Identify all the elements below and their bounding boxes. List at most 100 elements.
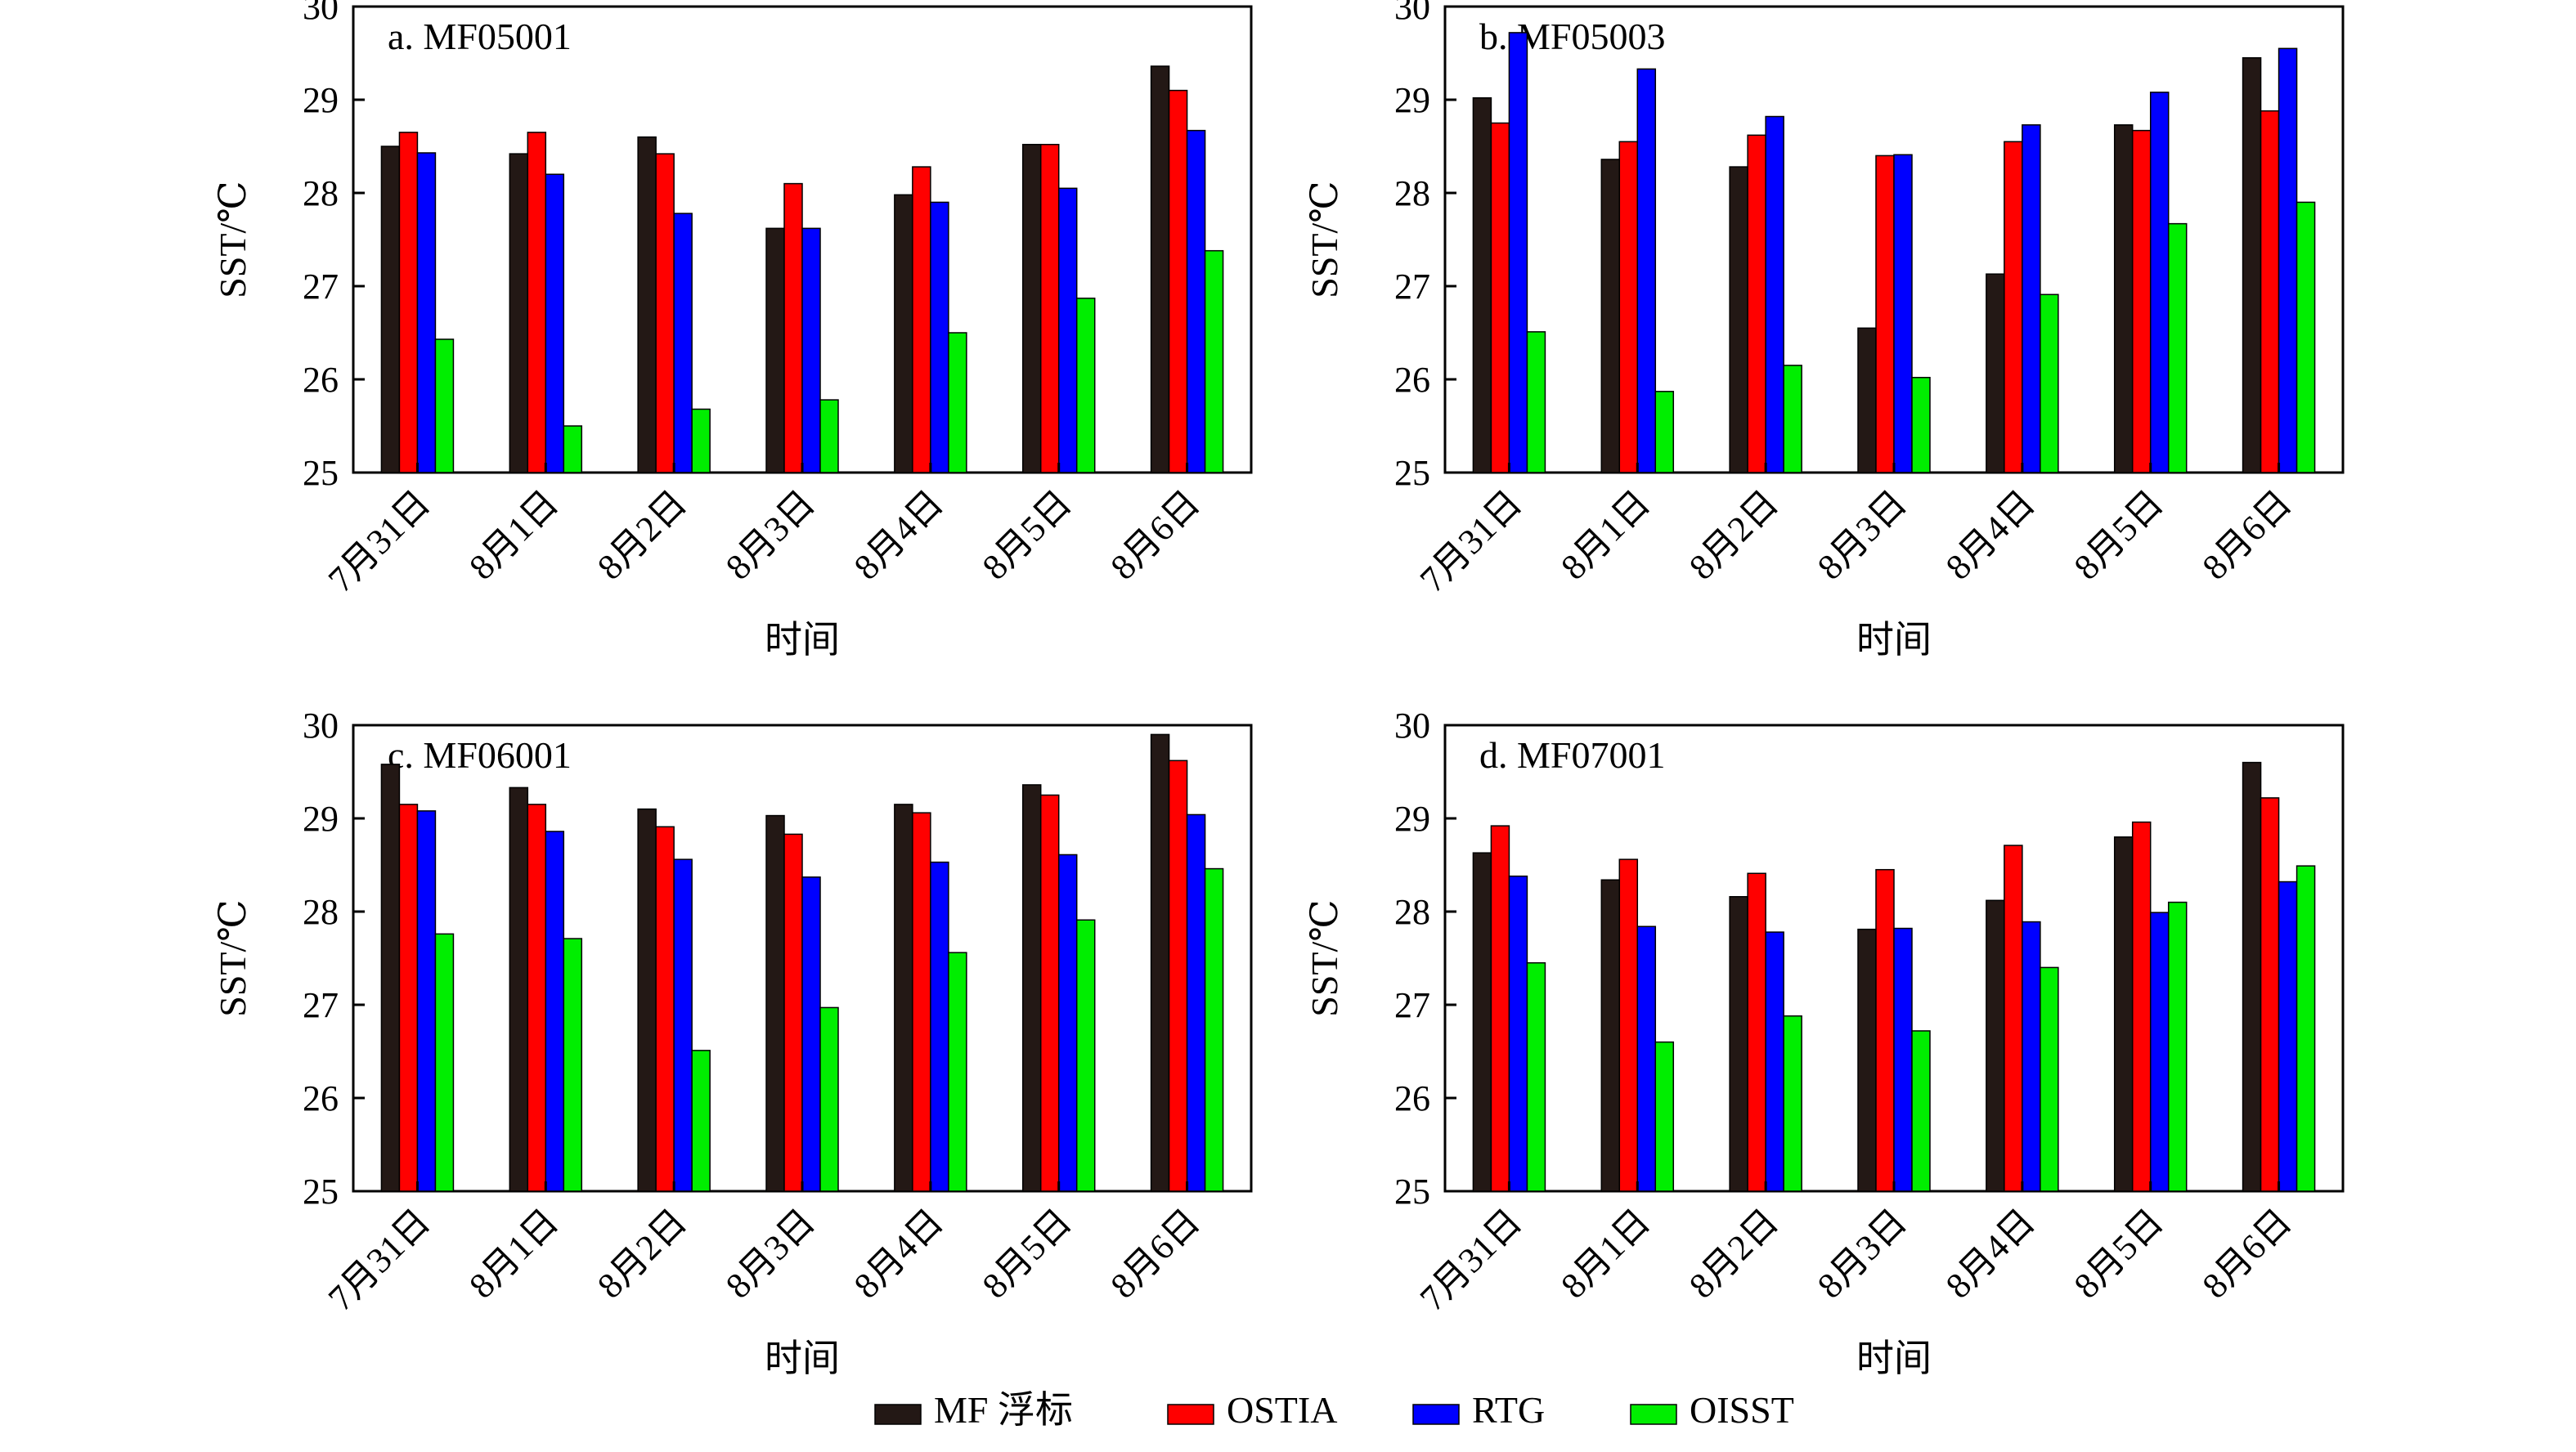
- x-tick-label: 8月3日: [1810, 482, 1914, 587]
- y-axis-title: SST/℃: [212, 899, 254, 1017]
- x-tick-label: 8月3日: [718, 482, 823, 587]
- y-tick-label: 30: [1394, 706, 1430, 746]
- legend-label: OISST: [1690, 1389, 1794, 1431]
- y-tick-label: 27: [1394, 985, 1430, 1025]
- bar-oisst-4: [1911, 376, 1931, 473]
- y-tick-label: 30: [303, 706, 339, 746]
- x-axis-title: 时间: [1856, 1338, 1932, 1379]
- y-tick-label: 28: [303, 892, 339, 932]
- bar-mf-浮标-6: [2113, 836, 2134, 1192]
- bar-rtg-7: [2278, 47, 2298, 473]
- x-tick-label: 7月31日: [321, 1201, 438, 1319]
- bar-mf-浮标-4: [1857, 928, 1877, 1192]
- bar-oisst-1: [1526, 961, 1546, 1192]
- bar-oisst-6: [1075, 298, 1096, 473]
- x-tick-label: 8月5日: [2067, 482, 2171, 587]
- x-tick-label: 8月5日: [975, 1201, 1079, 1306]
- bar-ostia-6: [1039, 794, 1060, 1192]
- x-tick-label: 8月2日: [1681, 1201, 1786, 1306]
- bar-mf-浮标-1: [1472, 852, 1492, 1192]
- bar-rtg-1: [1508, 32, 1528, 473]
- bar-mf-浮标-6: [1021, 143, 1042, 473]
- bar-ostia-1: [1490, 122, 1510, 473]
- x-tick-label: 8月6日: [2195, 1201, 2300, 1306]
- bar-ostia-2: [1618, 141, 1639, 473]
- bar-rtg-5: [2022, 921, 2041, 1192]
- bar-rtg-2: [545, 831, 565, 1192]
- bar-rtg-2: [1636, 925, 1657, 1192]
- bar-ostia-4: [783, 182, 803, 473]
- bar-mf-浮标-7: [1150, 65, 1170, 473]
- bar-rtg-6: [2149, 92, 2170, 473]
- y-tick-label: 29: [303, 80, 339, 120]
- bar-mf-浮标-5: [1986, 273, 2005, 473]
- bar-mf-浮标-1: [380, 146, 401, 473]
- bar-mf-浮标-2: [509, 786, 529, 1192]
- bar-ostia-3: [655, 826, 675, 1192]
- y-tick-label: 30: [303, 0, 339, 27]
- y-tick-label: 26: [1394, 360, 1430, 400]
- x-tick-label: 8月4日: [1938, 1201, 2043, 1306]
- x-tick-label: 8月6日: [2195, 482, 2300, 587]
- bar-oisst-1: [434, 933, 455, 1192]
- bar-ostia-7: [1168, 89, 1188, 473]
- bar-oisst-6: [1075, 919, 1096, 1192]
- bar-rtg-6: [2149, 912, 2170, 1192]
- chart-panel-a: 25 26 27 28 29 30 a. MF05001 SST/℃ 7月31日 8月1日 8月2日…: [212, 0, 1253, 661]
- y-tick-label: 25: [1394, 1172, 1430, 1212]
- panel-title: c. MF06001: [388, 734, 572, 776]
- bar-ostia-2: [1618, 858, 1639, 1192]
- bar-ostia-7: [1168, 760, 1188, 1192]
- chart-panel-d: 25 26 27 28 29 30 d. MF07001 SST/℃ 7月31日 8月1日 8月2日…: [1304, 706, 2345, 1379]
- y-axis-title: SST/℃: [1304, 899, 1345, 1017]
- bar-ostia-3: [1747, 872, 1766, 1192]
- bar-mf-浮标-1: [380, 764, 401, 1192]
- legend-label: MF 浮标: [934, 1389, 1073, 1431]
- bar-mf-浮标-3: [637, 808, 657, 1192]
- bar-oisst-7: [2296, 201, 2316, 473]
- bar-rtg-4: [1893, 154, 1913, 473]
- legend-swatch: [874, 1404, 922, 1425]
- bar-ostia-6: [2131, 821, 2152, 1192]
- x-tick-label: 8月6日: [1103, 1201, 1208, 1306]
- bar-mf-浮标-4: [765, 814, 785, 1192]
- bar-rtg-3: [673, 213, 693, 473]
- bar-oisst-4: [1911, 1030, 1931, 1192]
- x-tick-label: 8月6日: [1103, 482, 1208, 587]
- x-tick-label: 8月1日: [461, 482, 566, 587]
- bar-mf-浮标-5: [894, 804, 913, 1192]
- y-tick-label: 25: [1394, 453, 1430, 493]
- bar-oisst-2: [1654, 1041, 1675, 1192]
- bar-rtg-1: [416, 152, 437, 473]
- bar-oisst-5: [948, 952, 967, 1192]
- bar-mf-浮标-6: [1021, 784, 1042, 1192]
- bar-oisst-2: [563, 425, 583, 473]
- bar-oisst-7: [1204, 249, 1224, 473]
- bar-mf-浮标-7: [1150, 733, 1170, 1192]
- x-tick-label: 8月4日: [846, 1201, 951, 1306]
- bar-mf-浮标-5: [1986, 899, 2005, 1192]
- bar-mf-浮标-4: [765, 227, 785, 473]
- y-tick-label: 28: [303, 173, 339, 213]
- bar-oisst-6: [2167, 901, 2188, 1192]
- bar-ostia-4: [1875, 868, 1895, 1192]
- bar-rtg-1: [416, 810, 437, 1192]
- y-tick-label: 25: [303, 453, 339, 493]
- bar-ostia-2: [527, 132, 547, 473]
- bar-oisst-6: [2167, 222, 2188, 473]
- y-tick-label: 30: [1394, 0, 1430, 27]
- bar-oisst-7: [1204, 867, 1224, 1192]
- panel-title: a. MF05001: [388, 16, 572, 57]
- bar-rtg-7: [1186, 129, 1206, 473]
- bar-oisst-3: [1783, 365, 1802, 473]
- bar-rtg-5: [930, 861, 949, 1192]
- bar-mf-浮标-7: [2242, 56, 2262, 473]
- bar-rtg-2: [1636, 68, 1657, 473]
- legend-swatch: [1167, 1404, 1214, 1425]
- bar-oisst-1: [434, 338, 455, 473]
- bar-oisst-5: [948, 332, 967, 473]
- bar-mf-浮标-7: [2242, 761, 2262, 1192]
- y-axis-title: SST/℃: [212, 181, 254, 298]
- bar-oisst-5: [2040, 294, 2059, 473]
- y-tick-label: 28: [1394, 173, 1430, 213]
